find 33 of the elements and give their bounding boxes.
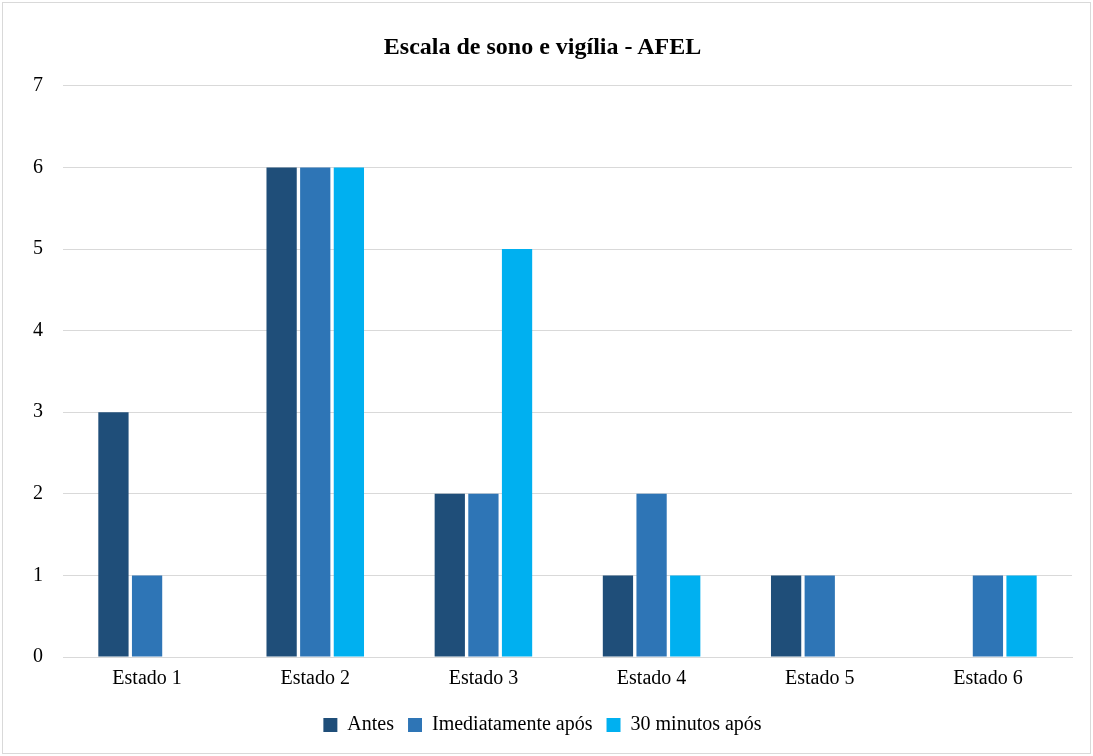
bar bbox=[468, 493, 499, 657]
y-tick-label: 5 bbox=[33, 236, 43, 259]
bar bbox=[300, 167, 331, 657]
x-tick-label: Estado 5 bbox=[785, 666, 855, 689]
y-tick-label: 1 bbox=[33, 562, 43, 585]
x-tick-label: Estado 4 bbox=[616, 666, 687, 689]
x-tick-label: Estado 3 bbox=[448, 666, 519, 689]
bar bbox=[266, 167, 297, 657]
bar bbox=[1006, 575, 1037, 657]
bar bbox=[333, 167, 365, 657]
bar bbox=[770, 575, 802, 657]
bar bbox=[602, 575, 634, 657]
y-tick-label: 2 bbox=[33, 481, 43, 504]
x-tick-label: Estado 1 bbox=[112, 666, 182, 689]
legend-label: Imediatamente após bbox=[432, 712, 593, 736]
bar bbox=[131, 575, 163, 657]
y-tick-label: 0 bbox=[33, 644, 43, 667]
legend-label: 30 minutos após bbox=[630, 712, 762, 736]
bar bbox=[501, 249, 533, 657]
bar bbox=[636, 493, 667, 657]
y-tick-label: 7 bbox=[33, 73, 43, 96]
chart-title: Escala de sono e vigília - AFEL bbox=[383, 32, 702, 59]
y-tick-label: 6 bbox=[33, 154, 43, 177]
bar bbox=[670, 575, 701, 657]
bar bbox=[972, 575, 1004, 657]
y-tick-label: 3 bbox=[33, 399, 43, 422]
x-tick-label: Estado 2 bbox=[280, 666, 350, 689]
bar bbox=[98, 412, 129, 657]
legend-label: Antes bbox=[347, 712, 395, 735]
y-tick-label: 4 bbox=[33, 317, 43, 340]
bar bbox=[434, 493, 465, 657]
bar bbox=[804, 575, 835, 657]
x-tick-label: Estado 6 bbox=[953, 666, 1023, 689]
